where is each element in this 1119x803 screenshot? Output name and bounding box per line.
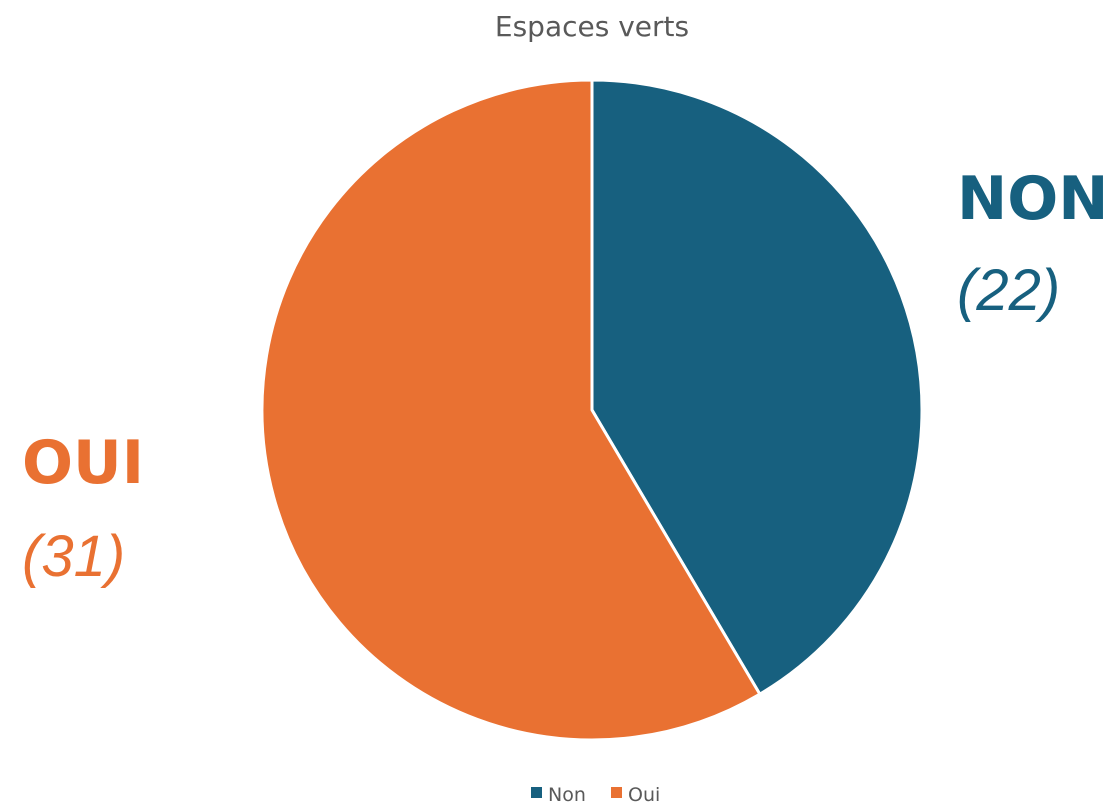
label-oui: OUI	[22, 428, 144, 498]
chart-title: Espaces verts	[495, 10, 689, 43]
legend-label-oui: Oui	[628, 784, 660, 803]
pie-slice-oui	[260, 78, 762, 742]
value-label-oui: (31)	[22, 524, 125, 589]
pie-slice-non	[590, 78, 924, 696]
legend-label-non: Non	[548, 784, 586, 803]
legend-swatch-oui	[611, 787, 622, 798]
pie-slices	[260, 78, 924, 742]
legend-swatch-non	[531, 787, 542, 798]
label-non: NON	[957, 164, 1108, 234]
value-label-non: (22)	[957, 258, 1060, 323]
legend: Non Oui	[531, 784, 660, 803]
